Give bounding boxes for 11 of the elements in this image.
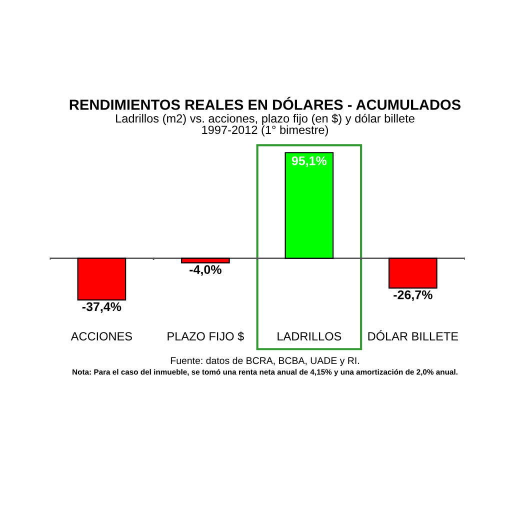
- x-tick-label: ACCIONES: [70, 332, 132, 341]
- x-tick-label: PLAZO FIJO $: [168, 332, 244, 342]
- x-tick-label: LADRILLOS: [278, 332, 342, 341]
- x-tick-label: DÓLAR BILLETE: [368, 330, 458, 341]
- source-note: Fuente: datos de BCRA, BCBA, UADE y RI.: [170, 356, 359, 366]
- data-label: -4,0%: [190, 265, 222, 276]
- data-label: -26,7%: [394, 290, 432, 302]
- chart-title: RENDIMIENTOS REALES EN DÓLARES - ACUMULADOS: [70, 96, 461, 110]
- data-label: 95,1%: [292, 156, 327, 168]
- chart-subtitle: Ladrillos (m2) vs. acciones, plazo fijo (en $) y dólar billete 1997-2012 (1° bimestre): [116, 114, 414, 136]
- data-label: -37,4%: [82, 302, 122, 313]
